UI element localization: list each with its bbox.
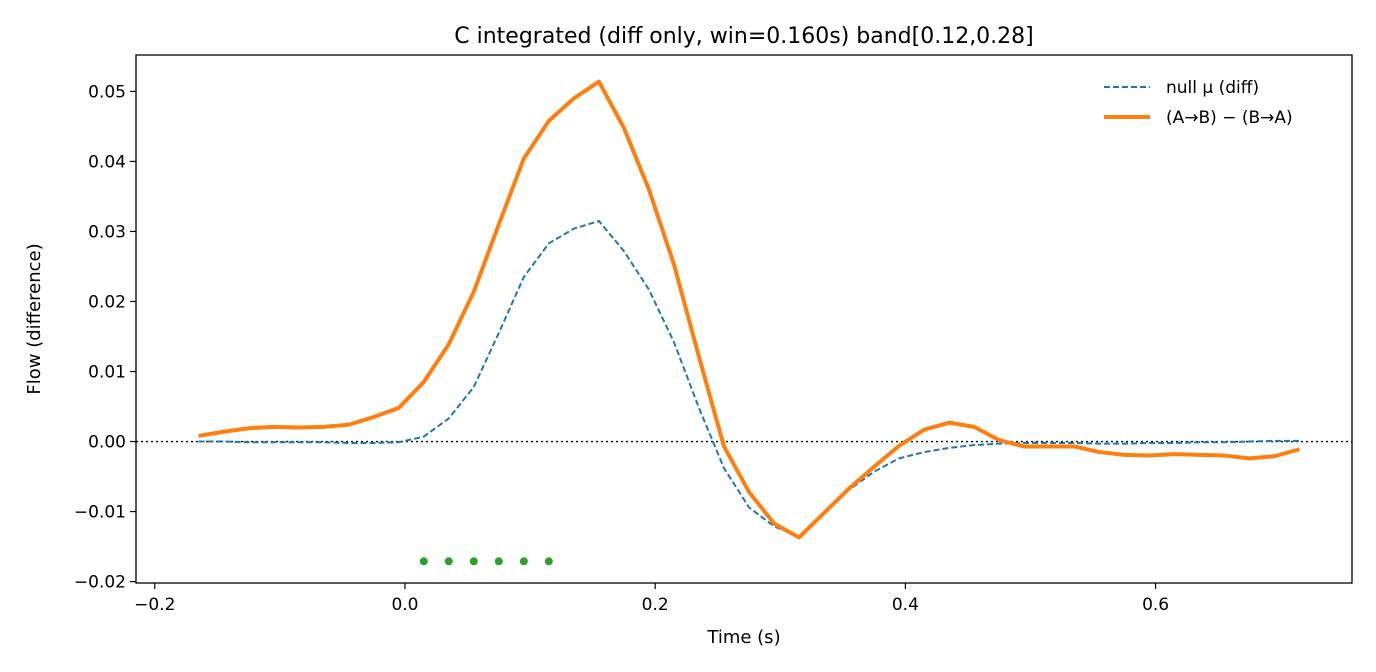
marker-point	[519, 557, 528, 566]
chart-title: C integrated (diff only, win=0.160s) ban…	[454, 24, 1034, 49]
x-axis-label: Time (s)	[706, 627, 780, 648]
x-tick-label: 0.4	[892, 595, 919, 615]
marker-point	[469, 557, 478, 566]
x-tick-label: 0.0	[391, 595, 418, 615]
marker-point	[419, 557, 428, 566]
y-tick-label: 0.03	[88, 222, 126, 242]
y-tick-label: 0.02	[88, 292, 126, 312]
x-tick-label: 0.2	[642, 595, 669, 615]
legend: null μ (diff) (A→B) − (B→A)	[1104, 78, 1293, 128]
y-tick-label: 0.04	[88, 152, 126, 172]
x-tick-label: 0.6	[1142, 595, 1169, 615]
y-tick-label: −0.02	[74, 573, 126, 593]
marker-point	[494, 557, 503, 566]
series-line-null-mu	[198, 219, 1300, 538]
y-axis-label: Flow (difference)	[24, 243, 45, 394]
plot-series	[136, 79, 1352, 566]
y-tick-label: −0.01	[74, 503, 126, 523]
legend-label-difference: (A→B) − (B→A)	[1166, 108, 1293, 128]
y-tick-label: 0.01	[88, 363, 126, 383]
plot-frame	[135, 54, 1353, 584]
y-ticks: −0.02 −0.01 0.00 0.01 0.02 0.03 0.04 0.05	[74, 82, 136, 593]
y-tick-label: 0.00	[88, 433, 126, 453]
y-tick-label: 0.05	[88, 82, 126, 102]
series-line-difference	[198, 79, 1300, 540]
x-tick-label: −0.2	[134, 595, 175, 615]
marker-point	[444, 557, 453, 566]
x-ticks: −0.2 0.0 0.2 0.4 0.6	[134, 583, 1169, 615]
legend-label-null-mu: null μ (diff)	[1166, 78, 1259, 98]
marker-point	[544, 557, 553, 566]
